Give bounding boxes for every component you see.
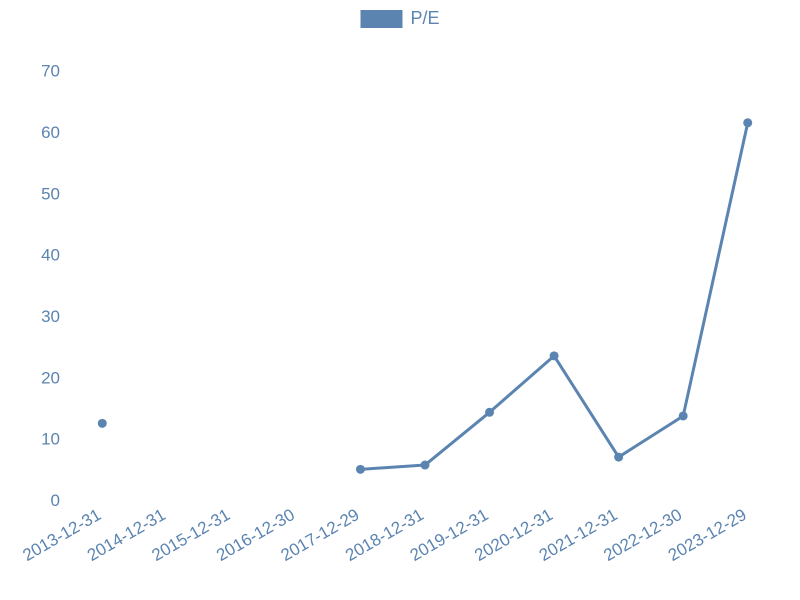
y-tick-label: 20 (41, 368, 60, 387)
chart-container: P/E 0102030405060702013-12-312014-12-312… (0, 0, 800, 600)
legend: P/E (360, 8, 439, 29)
data-point (743, 118, 752, 127)
data-point (614, 453, 623, 462)
data-point (550, 351, 559, 360)
data-point (485, 408, 494, 417)
legend-swatch (360, 10, 402, 28)
y-tick-label: 40 (41, 246, 60, 265)
y-tick-label: 60 (41, 123, 60, 142)
y-tick-label: 70 (41, 62, 60, 81)
y-tick-label: 30 (41, 307, 60, 326)
data-point (356, 465, 365, 474)
y-tick-label: 0 (51, 491, 60, 510)
legend-label: P/E (410, 8, 439, 29)
data-point (98, 419, 107, 428)
y-tick-label: 10 (41, 430, 60, 449)
y-tick-label: 50 (41, 184, 60, 203)
data-point (421, 461, 430, 470)
series-line (360, 123, 747, 470)
line-chart: 0102030405060702013-12-312014-12-312015-… (0, 0, 800, 600)
data-point (679, 411, 688, 420)
